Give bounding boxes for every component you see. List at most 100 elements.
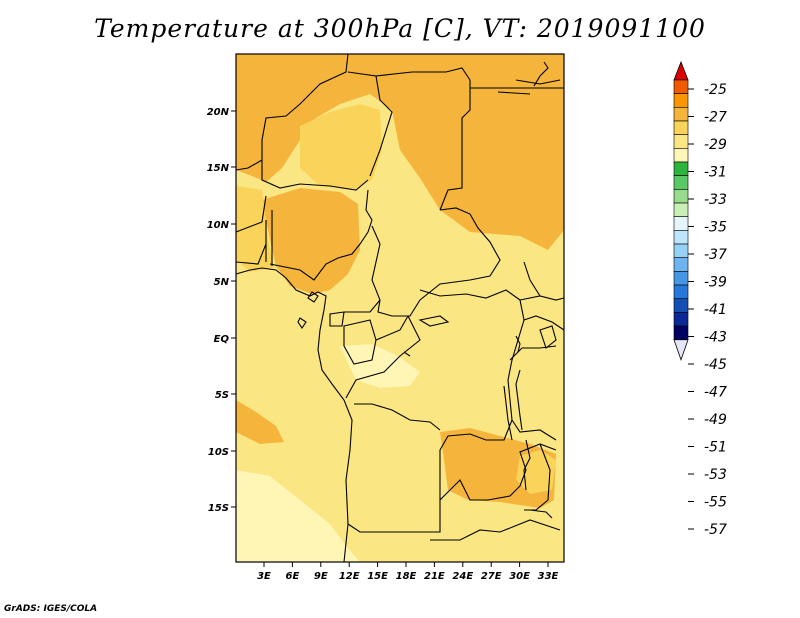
colorbar: -25 -27 -29 -31 -33 -35 -37 -39 -41 -43 -45 -47 -49 -… [673,60,727,538]
plot-title: Temperature at 300hPa [C], VT: 201909110… [94,14,706,43]
colorbar-label: -45 [704,357,727,373]
coastline [529,509,553,519]
border-line [375,315,409,341]
lon-tick-label: 21E [424,571,445,582]
colorbar-swatch [673,161,689,176]
colorbar-swatch [673,216,689,231]
colorbar-swatch [673,202,689,217]
colorbar-swatch [673,284,689,300]
field-north-warm [236,54,564,250]
colorbar-bottom-arrow [673,339,689,361]
country-borders [235,53,565,563]
coastline [515,335,521,353]
lon-tick-label: 3E [257,571,271,582]
border-line [375,67,471,211]
border-line [343,319,377,365]
colorbar-top-arrow [673,60,689,81]
colorbar-label: -39 [704,275,727,291]
border-line [430,519,561,541]
lon-tick-label: 27E [481,571,502,582]
field-congo-cool [340,344,420,388]
border-line [235,243,267,265]
colorbar-label: -33 [704,192,727,208]
colorbar-label: -37 [704,247,727,263]
border-line [261,160,369,191]
colorbar-swatch [673,257,689,272]
field-sahel-mid [300,104,382,190]
colorbar-swatch [673,271,689,286]
lon-tick-label: 12E [339,571,360,582]
colorbar-label: -25 [704,82,727,98]
colorbar-label: -57 [704,522,727,538]
temperature-field [236,54,564,562]
lon-tick-label: 24E [452,571,473,582]
lon-tick-label: 6E [286,571,300,582]
colorbar-swatch [673,298,689,313]
lat-tick-label: 10S [208,447,229,458]
colorbar-swatch [673,134,689,149]
field-west-coast [236,186,274,272]
colorbar-label: -41 [704,302,727,318]
colorbar-label: -29 [704,137,727,153]
colorbar-swatch [673,120,689,135]
border-line [347,443,557,533]
colorbar-swatch [673,107,689,122]
border-line [533,61,549,87]
coastline [403,351,411,357]
lon-tick-label: 30E [509,571,530,582]
colorbar-label: -35 [704,220,727,236]
lat-tick-label: 5S [215,390,229,401]
coastline [515,369,523,431]
lat-tick-label: 10N [207,220,230,231]
border-line [354,403,441,431]
coastline [307,291,319,303]
coastline [503,385,513,441]
colorbar-label: -53 [704,467,727,483]
latitude-axis: 20N 15N 10N 5N EQ 5S 10S 15S [207,107,236,514]
colorbar-swatch [673,243,689,259]
colorbar-swatch [673,148,689,163]
field-car-mid [410,250,500,300]
border-line [347,71,393,177]
border-line [511,419,557,441]
coastline [539,325,557,349]
colorbar-swatch [673,79,689,94]
border-line [523,261,541,297]
coastline [297,317,307,329]
lon-tick-label: 18E [396,571,417,582]
border-line [497,91,531,95]
lat-tick-label: 20N [207,107,230,118]
colorbar-swatch [673,93,689,108]
coastline [235,267,353,563]
lat-tick-label: 15S [208,503,229,514]
colorbar-swatch [673,325,689,341]
border-line [371,207,501,317]
grads-credit: GrADS: IGES/COLA [4,604,98,614]
map-frame [235,53,565,563]
field-atlantic-warm [236,400,284,444]
lat-tick-label: 5N [214,277,230,288]
colorbar-label: -49 [704,412,727,428]
border-line [345,315,421,399]
field-sw-cool [236,470,360,562]
colorbar-label: -51 [704,440,727,456]
longitude-axis: 3E 6E 9E 12E 15E 18E 21E 24E 27E 30E 33E [257,562,559,582]
colorbar-label: -27 [704,110,727,126]
coastline [523,439,531,491]
colorbar-label: -47 [704,385,727,401]
colorbar-label: -31 [704,165,727,181]
lon-tick-label: 15E [367,571,388,582]
colorbar-swatch [673,175,689,190]
lat-tick-label: 15N [207,163,230,174]
border-line [523,315,565,331]
lon-tick-label: 9E [314,571,328,582]
border-line [519,295,565,301]
lon-tick-label: 33E [538,571,559,582]
border-line [329,299,381,327]
colorbar-swatch [673,312,689,327]
colorbar-label: -55 [704,495,727,511]
border-line [235,53,349,171]
colorbar-swatch [673,189,689,204]
border-line [269,189,373,281]
